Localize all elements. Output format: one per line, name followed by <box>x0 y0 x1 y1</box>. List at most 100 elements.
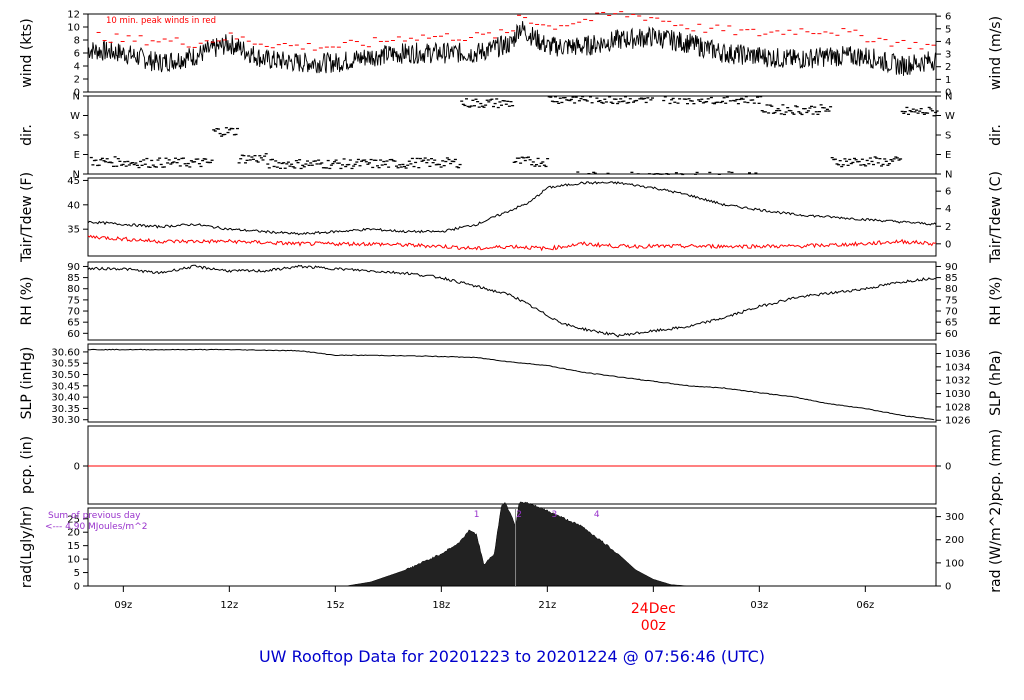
wind-direction-mark <box>251 158 255 160</box>
wind-direction-mark <box>140 164 144 166</box>
wind-direction-mark <box>398 164 402 166</box>
wind-direction-mark <box>403 165 406 168</box>
wind-direction-mark <box>571 96 575 98</box>
wind-direction-mark <box>363 159 367 161</box>
wind-direction-mark <box>795 106 799 108</box>
wind-direction-mark <box>581 96 585 98</box>
wind-direction-mark <box>301 164 305 166</box>
wind-direction-mark <box>873 156 877 158</box>
slp-ylabel-right: SLP (hPa) <box>988 350 1004 416</box>
dir-right-tick-label: N <box>945 170 952 181</box>
wind-direction-mark <box>418 157 422 160</box>
wind-direction-mark <box>213 130 217 132</box>
wind-direction-mark <box>598 100 602 102</box>
wind-direction-mark <box>255 160 259 162</box>
rad-ylabel-right: rad (W/m^2) <box>988 501 1004 592</box>
pcp-ylabel-right: pcp. (mm) <box>988 429 1004 502</box>
wind-direction-mark <box>649 99 653 101</box>
wind-direction-mark <box>112 165 115 167</box>
wind-direction-mark <box>539 162 543 164</box>
wind-direction-mark <box>695 171 699 174</box>
wind-direction-mark <box>178 165 182 167</box>
wind-direction-mark <box>895 157 899 159</box>
wind-direction-mark <box>286 161 290 163</box>
wind-direction-mark <box>846 164 850 166</box>
wind-direction-mark <box>701 102 705 104</box>
wind-direction-mark <box>530 164 534 166</box>
wind-direction-mark <box>369 158 373 161</box>
wind-direction-mark <box>538 165 542 167</box>
wind-direction-mark <box>94 159 98 161</box>
wind-direction-mark <box>627 101 631 104</box>
wind-direction-mark <box>741 98 745 100</box>
wind-direction-mark <box>224 127 228 129</box>
wind-direction-mark <box>565 99 569 101</box>
wind-direction-mark <box>183 163 187 165</box>
pcp-panel-frame <box>87 425 937 505</box>
wind-direction-mark <box>752 102 756 104</box>
wind-direction-mark <box>126 160 130 163</box>
wind-direction-mark <box>590 102 594 104</box>
wind-direction-mark <box>142 159 146 161</box>
wind-direction-mark <box>609 101 613 103</box>
wind-direction-mark <box>763 111 767 113</box>
rh-right-tick-label: 85 <box>945 273 958 284</box>
wind-direction-mark <box>811 113 815 115</box>
wind-direction-mark <box>476 101 480 103</box>
wind-direction-mark <box>725 96 729 98</box>
wind-direction-mark <box>794 105 798 107</box>
wind-direction-mark <box>110 162 114 164</box>
wind-direction-mark <box>603 98 607 100</box>
temp-panel-frame <box>87 177 937 257</box>
wind-direction-mark <box>541 161 545 163</box>
temp-right-tick-label: 6 <box>945 187 951 198</box>
wind-direction-mark <box>507 105 511 107</box>
wind-direction-mark <box>465 98 468 100</box>
wind-direction-mark <box>601 102 605 104</box>
wind-direction-mark <box>531 161 535 163</box>
wind-direction-mark <box>263 155 267 157</box>
wind-direction-mark <box>271 158 274 161</box>
radiation-area <box>345 501 689 587</box>
wind-direction-mark <box>199 165 203 168</box>
wind-direction-mark <box>738 98 742 101</box>
wind-direction-mark <box>358 165 362 167</box>
wind-direction-mark <box>250 156 254 158</box>
rad-left-tick-label: 5 <box>74 568 80 579</box>
wind-direction-mark <box>425 162 429 164</box>
wind-direction-mark <box>258 155 262 157</box>
wind-direction-mark <box>348 159 352 161</box>
wind-direction-mark <box>151 164 155 166</box>
dir-left-tick-label: W <box>70 111 80 122</box>
wind-direction-mark <box>453 158 457 161</box>
wind-direction-mark <box>657 173 661 175</box>
rh-right-tick-label: 80 <box>945 284 958 295</box>
wind-direction-mark <box>395 165 398 167</box>
wind-direction-mark <box>500 104 503 106</box>
wind-direction-mark <box>511 105 515 107</box>
wind-direction-mark <box>314 160 317 162</box>
wind-direction-mark <box>97 164 101 166</box>
wind-ylabel-right: wind (m/s) <box>988 16 1004 90</box>
wind-direction-mark <box>533 165 537 167</box>
wind-direction-mark <box>924 112 928 114</box>
wind-direction-mark <box>700 98 704 100</box>
slp-left-tick-label: 30.60 <box>51 347 80 358</box>
wind-direction-mark <box>673 101 677 103</box>
wind-direction-mark <box>808 107 812 109</box>
wind-direction-mark <box>660 173 664 175</box>
wind-direction-mark <box>728 100 732 102</box>
wind-direction-mark <box>659 173 662 175</box>
rh-right-tick-label: 70 <box>945 307 958 318</box>
wind-right-tick-label: 3 <box>945 50 951 61</box>
wind-direction-mark <box>134 162 138 164</box>
wind-direction-mark <box>900 110 904 113</box>
wind-direction-mark <box>833 158 837 160</box>
wind-left-tick-label: 2 <box>74 75 80 86</box>
rh-right-tick-label: 90 <box>945 262 958 273</box>
wind-direction-mark <box>342 158 346 160</box>
wind-direction-mark <box>554 96 557 98</box>
wind-direction-mark <box>646 97 650 99</box>
wind-direction-mark <box>412 165 416 168</box>
wind-direction-mark <box>253 155 257 157</box>
